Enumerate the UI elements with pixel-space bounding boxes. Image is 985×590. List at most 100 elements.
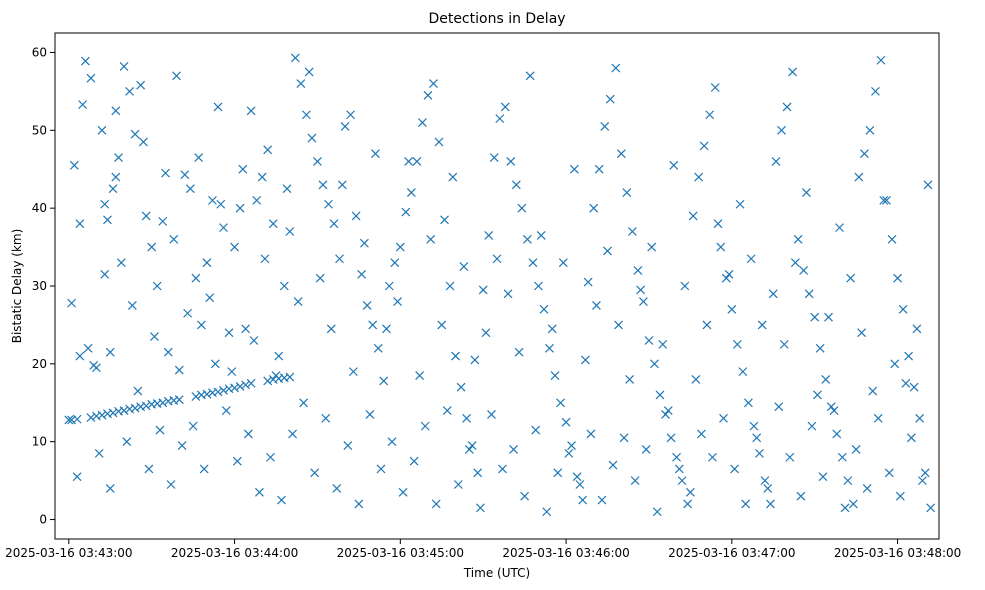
- data-point: [67, 298, 76, 308]
- data-point: [332, 483, 342, 493]
- data-point: [644, 336, 654, 345]
- data-point: [243, 429, 253, 439]
- data-point: [580, 355, 590, 365]
- data-point: [290, 53, 300, 63]
- data-point: [478, 285, 488, 295]
- data-point: [174, 395, 184, 405]
- data-point: [464, 445, 474, 454]
- data-point: [534, 281, 543, 291]
- data-point: [420, 421, 430, 431]
- data-point: [567, 441, 577, 451]
- data-point: [315, 273, 325, 283]
- y-tick-label: 40: [32, 201, 47, 215]
- data-point: [638, 297, 648, 306]
- data-point: [119, 62, 129, 71]
- data-point: [556, 398, 565, 408]
- data-point: [462, 413, 472, 423]
- data-point: [459, 262, 469, 271]
- y-axis-label: Bistatic Delay (km): [10, 229, 24, 344]
- data-point: [790, 258, 800, 268]
- data-point: [650, 359, 659, 369]
- data-point: [138, 137, 148, 147]
- data-point: [669, 160, 679, 170]
- data-point: [185, 184, 195, 194]
- data-point: [241, 324, 251, 334]
- data-point: [279, 281, 289, 291]
- data-point: [876, 55, 886, 65]
- data-point: [592, 301, 601, 310]
- data-point: [238, 164, 248, 174]
- data-point: [801, 188, 811, 198]
- data-point: [674, 464, 684, 474]
- data-point: [868, 386, 878, 396]
- data-point: [525, 71, 535, 81]
- data-point: [150, 332, 159, 342]
- data-point: [484, 230, 494, 240]
- data-point: [796, 491, 806, 501]
- data-point: [915, 413, 925, 423]
- data-point: [277, 495, 286, 505]
- data-point: [442, 406, 452, 415]
- data-point: [906, 433, 916, 443]
- data-point: [80, 56, 90, 66]
- data-point: [282, 184, 292, 194]
- y-tick-label: 0: [39, 513, 47, 527]
- data-point: [412, 157, 422, 166]
- x-tick-label: 2025-03-16 03:48:00: [834, 546, 961, 560]
- data-point: [230, 242, 239, 252]
- data-point: [837, 452, 847, 462]
- data-point: [815, 343, 825, 353]
- data-point: [680, 281, 690, 291]
- data-point: [470, 355, 480, 365]
- data-point: [177, 441, 187, 451]
- data-point: [661, 410, 670, 419]
- data-point: [500, 102, 510, 112]
- data-point: [191, 273, 201, 283]
- data-point: [426, 234, 436, 244]
- data-point: [224, 328, 234, 338]
- data-point: [86, 73, 96, 83]
- data-point: [633, 266, 643, 275]
- data-point: [859, 149, 869, 159]
- data-point: [603, 246, 612, 256]
- data-point: [348, 367, 358, 377]
- data-point: [467, 441, 477, 451]
- data-point: [857, 328, 867, 338]
- data-point: [774, 402, 784, 412]
- data-point: [829, 406, 839, 415]
- data-point: [691, 374, 701, 384]
- data-point: [246, 378, 256, 388]
- data-point: [846, 273, 856, 283]
- data-point: [727, 304, 737, 314]
- data-point: [401, 207, 411, 217]
- data-point: [655, 390, 665, 400]
- data-point: [890, 359, 900, 369]
- data-point: [404, 157, 414, 166]
- data-point: [904, 351, 914, 361]
- data-point: [448, 172, 458, 182]
- data-point: [854, 172, 864, 182]
- data-point: [296, 79, 306, 89]
- data-point: [417, 118, 427, 127]
- data-point: [249, 336, 259, 345]
- data-point: [103, 215, 112, 225]
- data-point: [158, 398, 168, 408]
- data-point: [354, 499, 364, 509]
- data-point: [481, 328, 491, 338]
- data-point: [266, 452, 275, 462]
- data-point: [376, 464, 386, 474]
- data-point: [760, 476, 770, 486]
- data-point: [608, 460, 618, 470]
- data-point: [901, 378, 911, 388]
- data-point: [614, 320, 623, 330]
- data-point: [788, 67, 798, 77]
- data-point: [301, 110, 311, 120]
- data-point: [119, 406, 129, 415]
- data-point: [133, 386, 143, 396]
- data-point: [625, 374, 635, 384]
- data-point: [321, 413, 331, 423]
- data-point: [495, 114, 505, 124]
- data-point: [757, 320, 767, 330]
- data-point: [799, 266, 809, 275]
- data-point: [492, 254, 502, 264]
